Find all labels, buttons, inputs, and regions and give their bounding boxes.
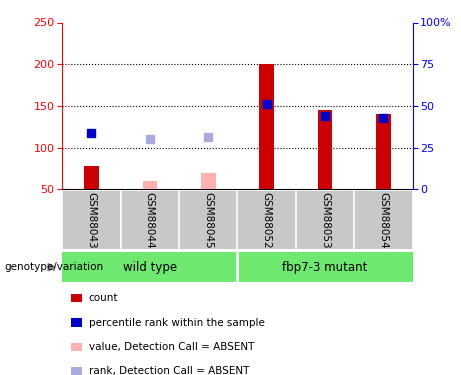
Text: genotype/variation: genotype/variation xyxy=(5,262,104,272)
Text: percentile rank within the sample: percentile rank within the sample xyxy=(89,318,265,327)
Text: rank, Detection Call = ABSENT: rank, Detection Call = ABSENT xyxy=(89,366,249,375)
Bar xyxy=(318,110,332,189)
Bar xyxy=(62,252,237,282)
Text: GSM88045: GSM88045 xyxy=(203,192,213,249)
Text: GSM88052: GSM88052 xyxy=(261,192,272,249)
Text: fbp7-3 mutant: fbp7-3 mutant xyxy=(282,261,368,274)
Text: count: count xyxy=(89,293,118,303)
Text: GSM88043: GSM88043 xyxy=(86,192,96,249)
Bar xyxy=(84,166,99,189)
Bar xyxy=(142,181,157,189)
Text: GSM88044: GSM88044 xyxy=(145,192,155,249)
Text: value, Detection Call = ABSENT: value, Detection Call = ABSENT xyxy=(89,342,254,352)
Text: GSM88053: GSM88053 xyxy=(320,192,330,249)
Bar xyxy=(237,252,413,282)
Bar xyxy=(259,64,274,189)
Text: GSM88054: GSM88054 xyxy=(378,192,389,249)
Bar xyxy=(201,172,216,189)
Text: wild type: wild type xyxy=(123,261,177,274)
Bar xyxy=(376,114,391,189)
